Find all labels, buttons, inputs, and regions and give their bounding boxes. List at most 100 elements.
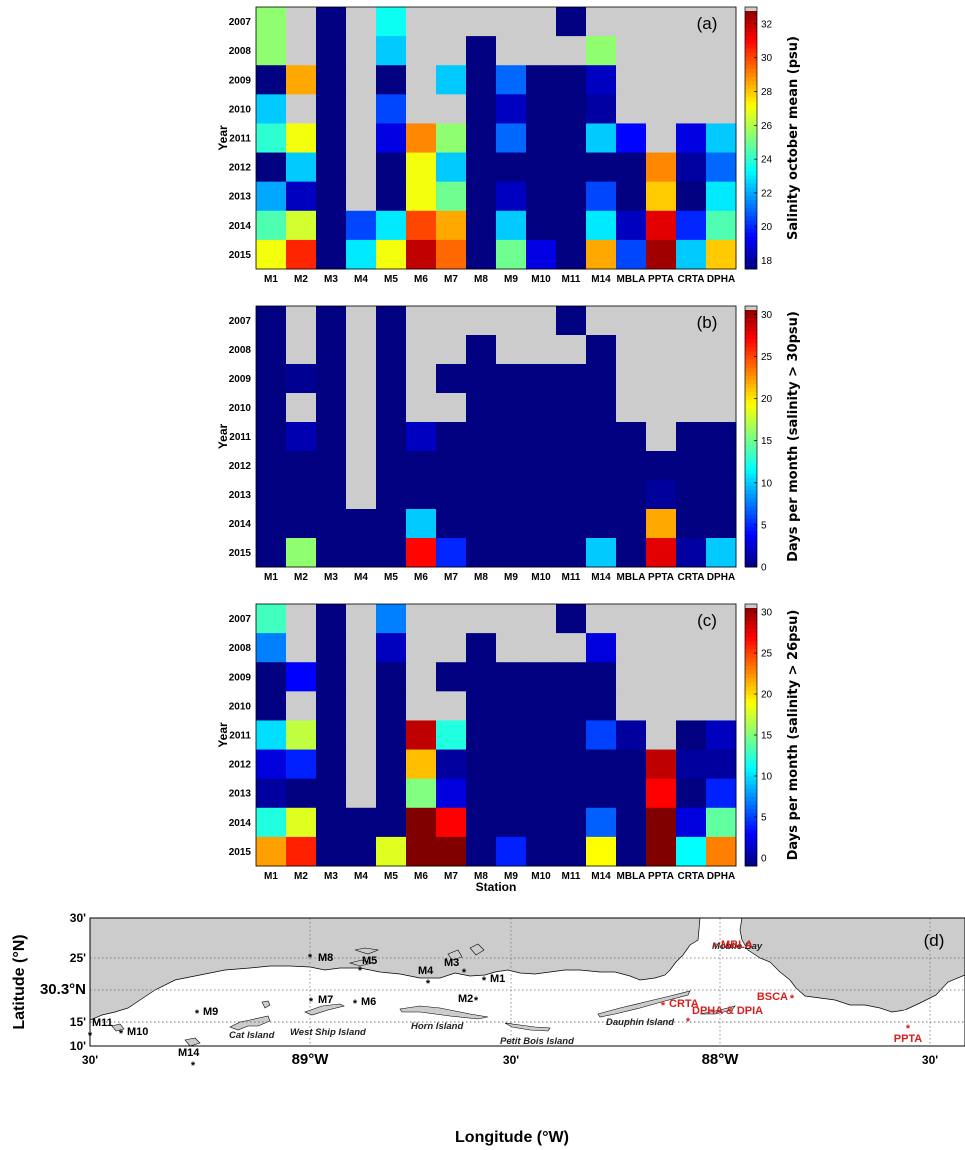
colorbar-segment: [745, 714, 757, 720]
colorbar-segment: [745, 784, 757, 789]
heatmap-cell: [706, 480, 737, 510]
heatmap-cell: [616, 509, 647, 539]
heatmap-cell: [706, 422, 737, 452]
colorbar-segment: [745, 314, 757, 319]
y-tick-label: 2007: [229, 17, 252, 28]
panel-label-d: (d): [924, 931, 945, 950]
station-label-red: BSCA: [757, 991, 788, 1003]
station-label: M8: [318, 952, 333, 964]
colorbar-segment: [745, 31, 757, 37]
y-tick-label: 2012: [229, 760, 252, 771]
map-y-tick-label: 30.3°N: [40, 981, 86, 998]
heatmap-cell: [496, 7, 527, 37]
x-tick-label: PPTA: [648, 871, 674, 882]
colorbar-segment: [745, 97, 757, 102]
heatmap-cell: [586, 123, 617, 154]
colorbar-segment: [745, 837, 757, 842]
heatmap-cell: [316, 65, 347, 95]
heatmap-cell: [406, 239, 437, 270]
colorbar-segment: [745, 371, 757, 376]
heatmap-cell: [646, 306, 677, 336]
colorbar-segment: [745, 232, 757, 237]
x-tick-label: M3: [324, 274, 338, 285]
heatmap-cell: [436, 720, 467, 751]
colorbar-segment: [745, 56, 757, 61]
y-axis-label: Year: [216, 423, 230, 449]
heatmap-cell: [586, 720, 617, 751]
heatmap-cell: [496, 364, 527, 394]
heatmap-cell: [526, 691, 557, 721]
heatmap-cell: [316, 509, 347, 539]
heatmap-cell: [406, 94, 437, 124]
map-land: [90, 918, 965, 1046]
heatmap-cell: [346, 181, 377, 212]
heatmap-cell: [616, 836, 647, 867]
y-tick-label: 2015: [229, 250, 252, 261]
heatmap-cell: [556, 662, 587, 692]
heatmap-cell: [586, 306, 617, 336]
heatmap-cell: [556, 807, 587, 838]
heatmap-cell: [316, 364, 347, 394]
heatmap-cell: [406, 807, 437, 838]
place-mobile-bay: Mobile Bay: [712, 941, 763, 952]
heatmap-cell: [706, 451, 737, 481]
heatmap-cell: [346, 691, 377, 721]
heatmap-cell: [556, 36, 587, 66]
heatmap-cell: [706, 65, 737, 95]
heatmap-cell: [406, 181, 437, 212]
heatmap-cell: [286, 335, 317, 365]
x-tick-label: M4: [354, 871, 368, 882]
colorbar-segment: [745, 150, 757, 155]
y-axis-label: Year: [216, 722, 230, 748]
heatmap-cell: [286, 210, 317, 241]
heatmap-cell: [256, 364, 287, 394]
heatmap-cell: [466, 335, 497, 365]
heatmap-cell: [706, 509, 737, 539]
heatmap-cell: [376, 691, 407, 721]
colorbar-segment: [745, 493, 757, 499]
heatmap-cell: [526, 604, 557, 634]
y-tick-label: 2015: [229, 548, 252, 559]
place-west-ship-island: West Ship Island: [290, 1027, 366, 1038]
heatmap-cell: [256, 538, 287, 568]
heatmap-cell: [256, 633, 287, 663]
heatmap-cell: [286, 778, 317, 809]
x-tick-label: M11: [562, 572, 581, 583]
colorbar-segment: [745, 170, 757, 176]
heatmap-cell: [706, 123, 737, 154]
colorbar-segment: [745, 612, 757, 617]
heatmap-cell: [616, 306, 647, 336]
heatmap-cell: [646, 749, 677, 780]
heatmap-cell: [316, 749, 347, 780]
heatmap-cell: [496, 210, 527, 241]
heatmap-cell: [286, 538, 317, 568]
y-tick-label: 2009: [229, 75, 252, 86]
heatmap-cell: [316, 538, 347, 568]
heatmap-cell: [646, 451, 677, 481]
heatmap-cell: [286, 36, 317, 66]
heatmap-cell: [376, 306, 407, 336]
station-marker-red: *: [661, 1000, 666, 1012]
heatmap-cell: [586, 662, 617, 692]
heatmap-cell: [256, 181, 287, 212]
heatmap-cell: [586, 836, 617, 867]
heatmap-cell: [286, 422, 317, 452]
colorbar-label: Days per month (salinity > 26psu): [786, 610, 801, 861]
heatmap-cell: [436, 604, 467, 634]
colorbar-segment: [745, 183, 757, 188]
heatmap-cell: [556, 778, 587, 809]
heatmap-cell: [556, 836, 587, 867]
heatmap-cell: [646, 807, 677, 838]
heatmap-cell: [376, 451, 407, 481]
colorbar-segment: [745, 117, 757, 123]
heatmap-cell: [256, 836, 287, 867]
heatmap-cell: [436, 152, 467, 183]
heatmap-cell: [526, 239, 557, 270]
x-tick-label: MBLA: [617, 871, 646, 882]
y-tick-label: 2008: [229, 643, 252, 654]
heatmap-cell: [316, 239, 347, 270]
station-marker: *: [426, 978, 431, 990]
x-tick-label: DPHA: [707, 274, 735, 285]
heatmap-cell: [676, 662, 707, 692]
colorbar-segment: [745, 187, 757, 192]
